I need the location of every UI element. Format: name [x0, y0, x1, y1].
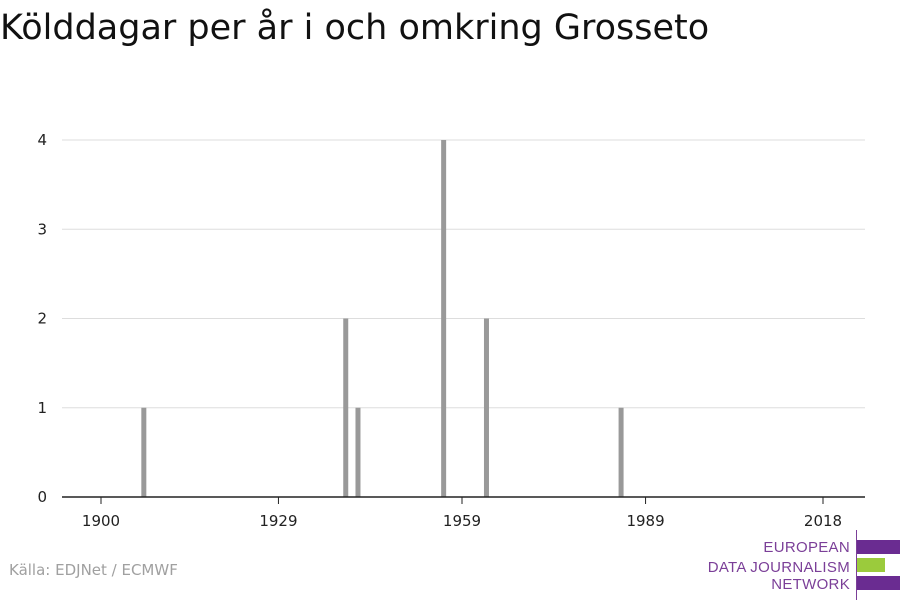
- x-tick-label: 2018: [804, 512, 842, 530]
- edjnet-logo: EUROPEAN DATA JOURNALISM NETWORK: [700, 530, 900, 600]
- y-tick-label: 4: [37, 131, 47, 149]
- logo-line-1: EUROPEAN: [763, 539, 850, 556]
- logo-divider: [856, 530, 857, 600]
- logo-bar-bottom: [857, 576, 900, 590]
- x-tick-label: 1959: [443, 512, 481, 530]
- y-tick-label: 0: [37, 488, 47, 506]
- gridlines: [62, 139, 865, 409]
- bar: [483, 318, 489, 497]
- logo-line-2: DATA JOURNALISM: [707, 559, 850, 576]
- logo-bar-top: [857, 540, 900, 554]
- bars: [141, 140, 624, 497]
- bar: [441, 140, 447, 497]
- logo-line-3: NETWORK: [771, 576, 850, 593]
- y-axis-ticks: 0 1 2 3 4: [37, 131, 47, 506]
- source-note: Källa: EDJNet / ECMWF: [9, 561, 178, 579]
- y-tick-label: 3: [37, 220, 47, 238]
- bar: [141, 407, 147, 497]
- y-tick-label: 1: [37, 399, 47, 417]
- bar: [355, 407, 361, 497]
- x-axis-ticks: 1900 1929 1959 1989 2018: [82, 497, 842, 530]
- x-tick-label: 1929: [259, 512, 297, 530]
- bar: [618, 407, 624, 497]
- y-tick-label: 2: [37, 310, 47, 328]
- x-tick-label: 1989: [626, 512, 664, 530]
- logo-bar-middle: [857, 558, 885, 572]
- chart-title: Kölddagar per år i och omkring Grosseto: [0, 8, 710, 48]
- bar: [343, 318, 349, 497]
- x-tick-label: 1900: [82, 512, 120, 530]
